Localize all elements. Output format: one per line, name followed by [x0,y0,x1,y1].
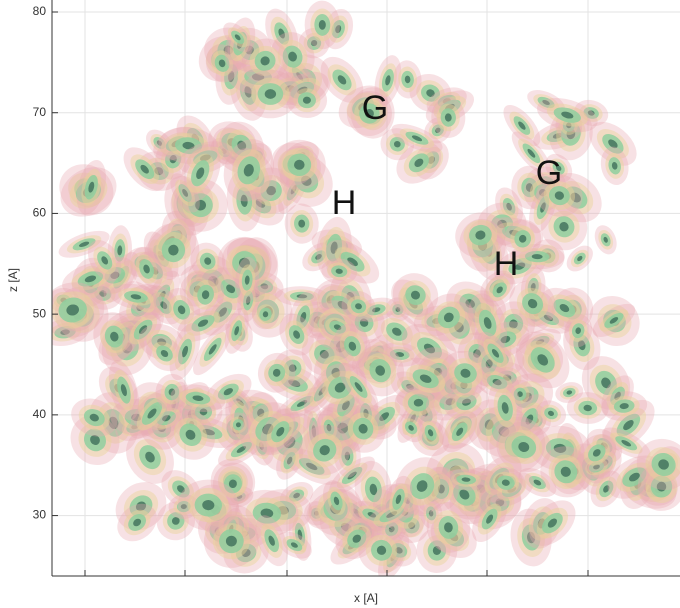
y-tick-label: 80 [33,4,47,18]
y-tick-label: 30 [33,508,47,522]
annotation: G [362,89,388,127]
y-tick-label: 40 [33,407,47,421]
blob [591,222,621,258]
annotation: G [536,154,562,192]
chart: x [A] z [A] 30 40 50 60 70 80 G H G H [0,0,680,608]
annotation: H [332,184,357,222]
x-axis-label: x [A] [354,591,378,605]
blob-core [265,89,276,99]
density-map [35,0,680,585]
annotation: H [494,245,519,283]
y-axis-label: z [A] [6,268,20,292]
y-tick-label: 50 [33,306,47,320]
y-tick-label: 60 [33,206,47,220]
y-tick-label: 70 [33,105,47,119]
blob [242,70,299,119]
